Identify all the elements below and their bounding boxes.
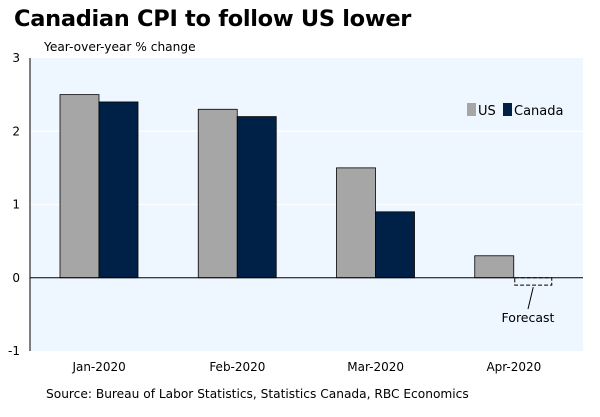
legend-label-canada: Canada (514, 104, 563, 119)
legend-label-us: US (478, 104, 496, 119)
forecast-label: Forecast (502, 310, 555, 325)
y-tick-label: 1 (12, 198, 20, 212)
legend-swatch-canada (503, 103, 512, 116)
y-axis-label: Year-over-year % change (44, 40, 196, 54)
bar-canada-jan-2020 (98, 101, 139, 279)
x-tick-label: Mar-2020 (347, 360, 404, 374)
y-tick-label: -1 (8, 344, 20, 358)
y-tick-label: 3 (12, 51, 20, 65)
bar-canada-feb-2020 (236, 116, 277, 279)
legend-swatch-us (467, 103, 476, 116)
forecast-leader-line (527, 286, 534, 310)
bar-canada-mar-2020 (375, 211, 415, 279)
y-tick-label: 0 (12, 271, 20, 285)
chart-title: Canadian CPI to follow US lower (14, 6, 412, 32)
bar-us-mar-2020 (336, 167, 376, 279)
x-tick-label: Apr-2020 (486, 360, 541, 374)
x-tick-label: Feb-2020 (209, 360, 265, 374)
bar-us-feb-2020 (197, 108, 238, 279)
x-tick-label: Jan-2020 (71, 360, 125, 374)
y-tick-label: 2 (12, 124, 20, 138)
bar-us-apr-2020 (474, 255, 515, 279)
bar-us-jan-2020 (59, 94, 100, 279)
source-note: Source: Bureau of Labor Statistics, Stat… (46, 387, 469, 401)
